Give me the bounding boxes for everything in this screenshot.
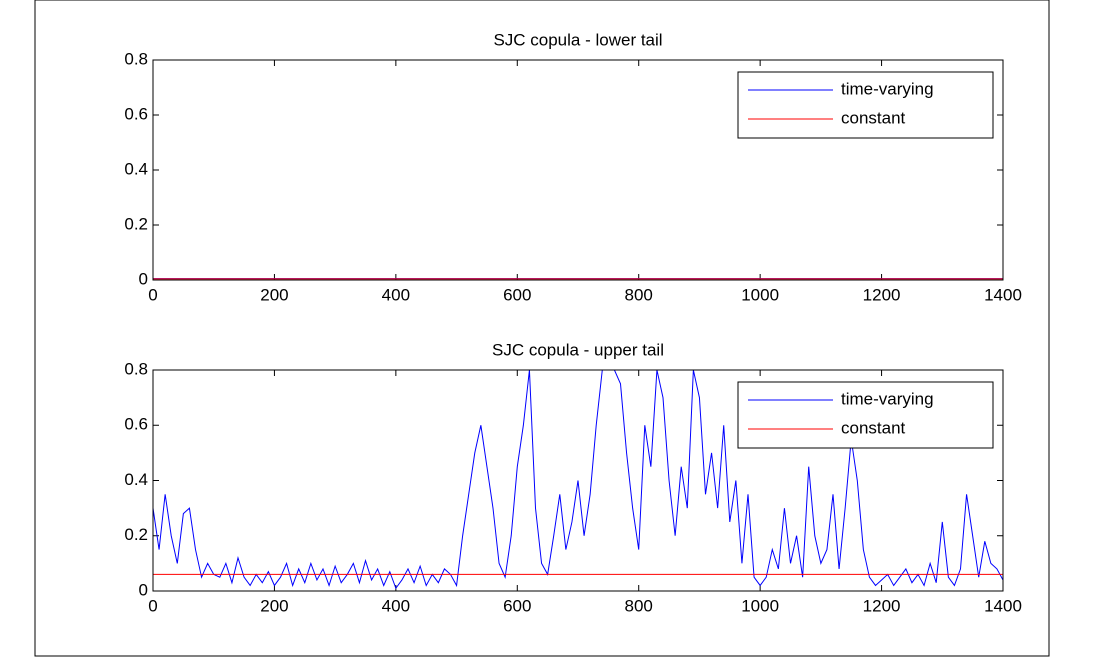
y-tick-label: 0.4	[124, 470, 148, 489]
x-tick-label: 400	[382, 285, 410, 304]
series-line	[152, 369, 1004, 590]
legend-box	[737, 71, 994, 139]
x-tick-label: 1000	[741, 285, 779, 304]
x-tick-label: 1000	[741, 596, 779, 615]
y-tick-label: 0	[139, 269, 148, 288]
x-tick-label: 1400	[984, 285, 1022, 304]
x-tick-label: 800	[625, 285, 653, 304]
x-tick-label: 400	[382, 596, 410, 615]
y-tick-label: 0	[139, 580, 148, 599]
y-tick-label: 0.2	[124, 214, 148, 233]
x-tick-label: 0	[148, 285, 157, 304]
legend-box	[737, 381, 994, 449]
x-tick-label: 0	[148, 596, 157, 615]
x-tick-label: 600	[503, 596, 531, 615]
legend-label: constant	[841, 418, 906, 437]
legend-label: time-varying	[841, 389, 934, 408]
figure-frame	[34, 0, 1050, 657]
y-tick-label: 0.8	[124, 359, 148, 378]
chart-title: SJC copula - upper tail	[492, 340, 664, 359]
legend-label: constant	[841, 108, 906, 127]
x-tick-label: 200	[260, 596, 288, 615]
x-tick-label: 1400	[984, 596, 1022, 615]
axes-box	[152, 369, 1004, 592]
x-tick-label: 600	[503, 285, 531, 304]
legend-label: time-varying	[841, 79, 934, 98]
x-tick-label: 1200	[863, 596, 901, 615]
y-tick-label: 0.4	[124, 159, 148, 178]
y-tick-label: 0.2	[124, 525, 148, 544]
x-tick-label: 800	[625, 596, 653, 615]
y-tick-label: 0.8	[124, 49, 148, 68]
x-tick-label: 200	[260, 285, 288, 304]
y-tick-label: 0.6	[124, 415, 148, 434]
y-tick-label: 0.6	[124, 104, 148, 123]
x-tick-label: 1200	[863, 285, 901, 304]
chart-title: SJC copula - lower tail	[493, 30, 662, 49]
axes-box	[152, 59, 1004, 281]
